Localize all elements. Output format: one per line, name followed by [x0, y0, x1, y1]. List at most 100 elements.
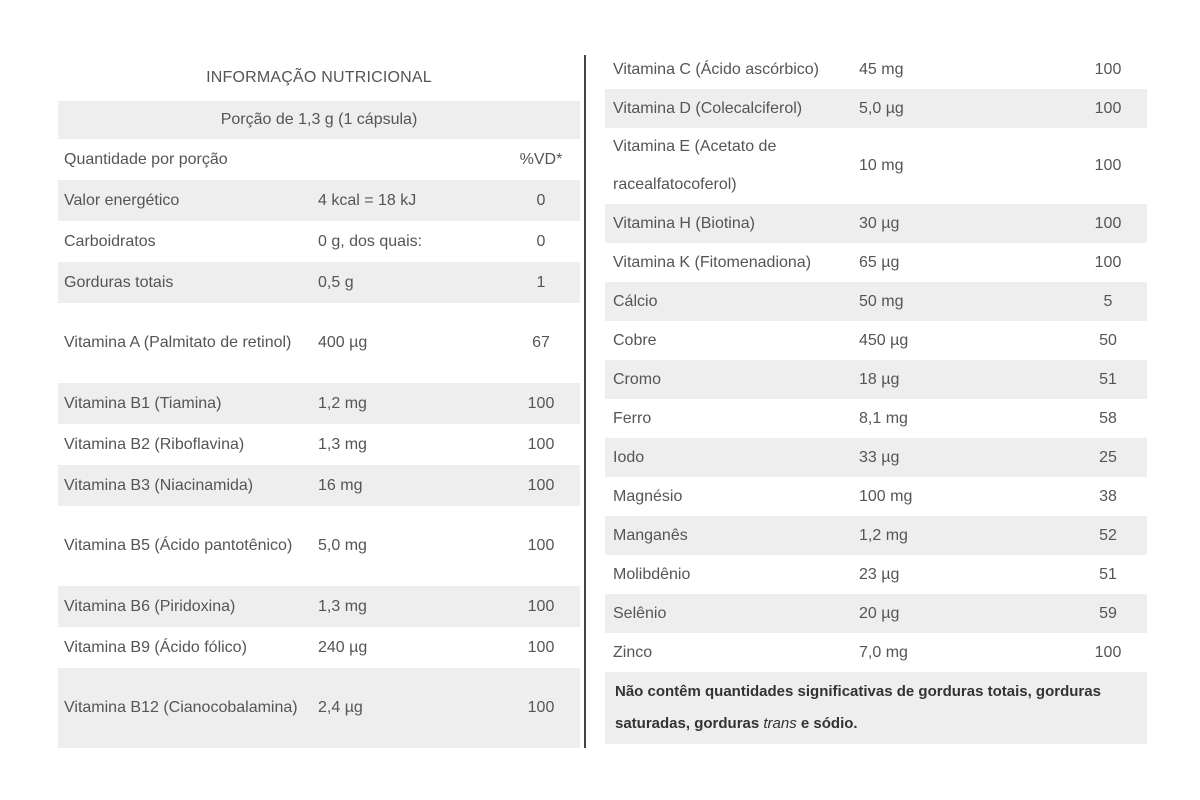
table-title: INFORMAÇÃO NUTRICIONAL: [206, 69, 432, 86]
nutrient-vd: 100: [527, 476, 555, 494]
column-divider: [584, 55, 586, 748]
nutrient-amount: 1,3 mg: [318, 597, 367, 615]
nutrient-amount: 0 g, dos quais:: [318, 232, 423, 250]
nutrient-vd: 100: [1094, 253, 1122, 271]
nutrient-name: Vitamina H (Biotina): [613, 214, 755, 232]
table-row: Magnésio 100 mg 38: [605, 477, 1147, 516]
nutrient-amount: 45 mg: [859, 60, 904, 78]
nutrient-name: Magnésio: [613, 487, 683, 505]
nutrient-amount: 33 µg: [859, 448, 900, 466]
nutrient-vd: 100: [1094, 157, 1122, 174]
nutrient-vd: 52: [1099, 526, 1117, 544]
qty-label: Quantidade por porção: [64, 150, 228, 168]
table-row: Vitamina B6 (Piridoxina) 1,3 mg 100: [58, 586, 580, 627]
table-row: Vitamina B12 (Cianocobalamina) 2,4 µg 100: [58, 668, 580, 748]
table-row: Cálcio 50 mg 5: [605, 282, 1147, 321]
nutrient-name: Vitamina D (Colecalciferol): [613, 99, 803, 117]
nutrient-name: Vitamina B2 (Riboflavina): [64, 435, 245, 453]
nutrient-vd: 1: [536, 273, 546, 291]
nutrient-name: Valor energético: [64, 191, 180, 209]
nutrient-vd: 100: [1094, 99, 1122, 117]
nutrient-amount: 16 mg: [318, 476, 363, 494]
nutrient-amount: 30 µg: [859, 214, 900, 232]
nutrient-name: Gorduras totais: [64, 273, 174, 291]
table-row: Gorduras totais 0,5 g 1: [58, 262, 580, 303]
left-table-body: Valor energético 4 kcal = 18 kJ 0 Carboidra…: [58, 180, 580, 748]
nutrient-vd: 100: [527, 435, 555, 453]
nutrient-amount: 50 mg: [859, 292, 904, 310]
nutrient-amount: 5,0 µg: [859, 99, 904, 117]
table-row: Vitamina B3 (Niacinamida) 16 mg 100: [58, 465, 580, 506]
table-row: Vitamina B2 (Riboflavina) 1,3 mg 100: [58, 424, 580, 465]
nutrient-name: Molibdênio: [613, 565, 691, 583]
nutrient-amount: 2,4 µg: [318, 699, 363, 716]
nutrient-vd: 100: [1094, 643, 1122, 661]
nutrient-amount: 0,5 g: [318, 273, 354, 291]
nutrient-vd: 51: [1099, 565, 1117, 583]
nutrient-name: Vitamina B3 (Niacinamida): [64, 476, 254, 494]
nutrient-amount: 5,0 mg: [318, 537, 367, 554]
right-table-body: Vitamina C (Ácido ascórbico) 45 mg 100 Vita…: [605, 50, 1147, 672]
table-row: Vitamina B9 (Ácido fólico) 240 µg 100: [58, 627, 580, 668]
nutrient-amount: 20 µg: [859, 604, 900, 622]
nutrient-vd: 100: [1094, 60, 1122, 78]
nutrient-name: Vitamina A (Palmitato de retinol): [64, 334, 292, 351]
nutrient-name: Zinco: [613, 643, 653, 661]
nutrient-vd: 100: [527, 597, 555, 615]
nutrient-vd: 59: [1099, 604, 1117, 622]
nutrient-amount: 1,2 mg: [859, 526, 908, 544]
nutrient-amount: 240 µg: [318, 638, 368, 656]
header-row: Quantidade por porção %VD*: [58, 139, 580, 180]
table-row: Vitamina B5 (Ácido pantotênico) 5,0 mg 100: [58, 506, 580, 586]
nutrient-name: Vitamina B1 (Tiamina): [64, 394, 222, 412]
nutrient-name: Vitamina B12 (Cianocobalamina): [64, 699, 298, 716]
nutrient-name: Vitamina B6 (Piridoxina): [64, 597, 236, 615]
nutrient-vd: 51: [1099, 370, 1117, 388]
table-row: Manganês 1,2 mg 52: [605, 516, 1147, 555]
nutrient-vd: 38: [1099, 487, 1117, 505]
table-row: Vitamina C (Ácido ascórbico) 45 mg 100: [605, 50, 1147, 89]
nutrient-vd: 0: [536, 232, 546, 250]
nutrition-table-right: Vitamina C (Ácido ascórbico) 45 mg 100 Vita…: [605, 50, 1147, 744]
nutrient-name: Cobre: [613, 331, 657, 349]
nutrient-vd: 67: [532, 334, 550, 351]
nutrient-vd: 100: [527, 394, 555, 412]
nutrient-amount: 10 mg: [859, 157, 904, 174]
table-row: Valor energético 4 kcal = 18 kJ 0: [58, 180, 580, 221]
table-row: Cromo 18 µg 51: [605, 360, 1147, 399]
nutrient-name: Vitamina B9 (Ácido fólico): [64, 638, 247, 656]
nutrient-vd: 5: [1103, 292, 1113, 310]
nutrient-amount: 100 mg: [859, 487, 913, 505]
nutrient-name: Cálcio: [613, 292, 658, 310]
nutrient-amount: 450 µg: [859, 331, 909, 349]
nutrient-name: Vitamina B5 (Ácido pantotênico): [64, 537, 293, 554]
nutrient-name: Vitamina E (Acetato de racealfatocoferol…: [613, 138, 777, 193]
table-row: Ferro 8,1 mg 58: [605, 399, 1147, 438]
footnote-text: Não contêm quantidades significativas de…: [615, 683, 1101, 732]
nutrient-vd: 25: [1099, 448, 1117, 466]
table-row: Vitamina E (Acetato de racealfatocoferol…: [605, 128, 1147, 204]
table-row: Carboidratos 0 g, dos quais: 0: [58, 221, 580, 262]
table-row: Iodo 33 µg 25: [605, 438, 1147, 477]
nutrient-name: Ferro: [613, 409, 652, 427]
table-row: Vitamina D (Colecalciferol) 5,0 µg 100: [605, 89, 1147, 128]
footnote: Não contêm quantidades significativas de…: [605, 672, 1147, 744]
nutrition-table-left: INFORMAÇÃO NUTRICIONAL Porção de 1,3 g (…: [58, 55, 580, 748]
table-row: Vitamina H (Biotina) 30 µg 100: [605, 204, 1147, 243]
footnote-end: e sódio.: [796, 715, 858, 732]
nutrient-vd: 100: [1094, 214, 1122, 232]
table-row: Vitamina B1 (Tiamina) 1,2 mg 100: [58, 383, 580, 424]
nutrient-amount: 18 µg: [859, 370, 900, 388]
vd-label: %VD*: [519, 150, 563, 168]
table-row: Cobre 450 µg 50: [605, 321, 1147, 360]
nutrient-amount: 7,0 mg: [859, 643, 908, 661]
table-row: Zinco 7,0 mg 100: [605, 633, 1147, 672]
table-row: Vitamina A (Palmitato de retinol) 400 µg 6…: [58, 303, 580, 383]
nutrient-amount: 65 µg: [859, 253, 900, 271]
table-row: Selênio 20 µg 59: [605, 594, 1147, 633]
nutrient-name: Manganês: [613, 526, 688, 544]
nutrient-name: Iodo: [613, 448, 645, 466]
nutrient-vd: 100: [527, 699, 555, 716]
nutrient-vd: 0: [536, 191, 546, 209]
